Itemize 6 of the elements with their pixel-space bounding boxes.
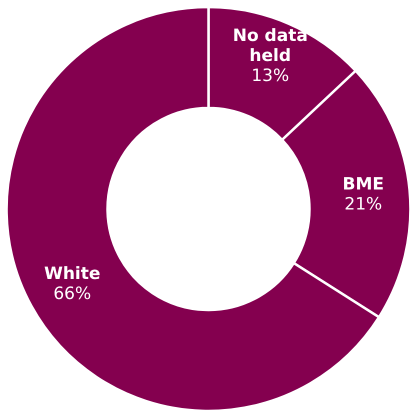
slice-label: No data held [232, 26, 308, 66]
data-label: 13% [251, 66, 290, 86]
data-label: 21% [344, 194, 382, 214]
slice-label: White [44, 264, 100, 284]
data-label: 66% [53, 284, 92, 304]
slice-label: BME [342, 174, 384, 194]
